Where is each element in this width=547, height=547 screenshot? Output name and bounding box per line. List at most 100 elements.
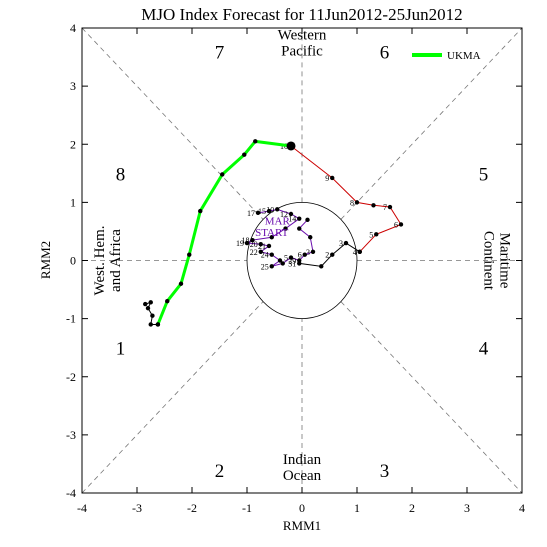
data-point-label: 21: [258, 242, 266, 251]
legend: UKMA: [412, 50, 481, 62]
phase-guides: [81, 27, 523, 494]
data-point: [253, 139, 258, 144]
data-point-label: 8: [350, 198, 354, 207]
data-point: [155, 322, 161, 327]
data-point: [302, 252, 307, 257]
y-tick-label: 1: [70, 195, 76, 209]
y-tick-label: -1: [66, 312, 76, 326]
data-point-label: 2: [325, 251, 329, 260]
data-point: [242, 152, 247, 157]
data-point-label: 31: [288, 259, 296, 268]
data-point: [143, 301, 148, 307]
chart-title: MJO Index Forecast for 11Jun2012-25Jun20…: [141, 5, 462, 24]
data-point-label: 3: [306, 248, 310, 257]
y-tick-label: 3: [70, 79, 76, 93]
y-axis-label: RMM2: [38, 241, 53, 279]
data-point: [244, 240, 250, 246]
data-point: [258, 242, 263, 247]
phase-boundary-1: [340, 27, 523, 220]
data-point-label: 19: [236, 239, 244, 248]
data-point: [220, 172, 225, 177]
x-axis-label: RMM1: [283, 518, 321, 533]
data-point: [148, 300, 153, 305]
phase-number-1: 1: [116, 339, 126, 360]
region-label-line: Ocean: [283, 468, 322, 484]
data-point-label: 15: [258, 207, 266, 216]
data-point-label: 10: [266, 205, 274, 214]
data-point: [150, 313, 155, 318]
data-point-label: 25: [261, 262, 269, 271]
legend-label-ukma: UKMA: [447, 50, 481, 62]
data-point-label: 29: [288, 257, 296, 266]
data-point: [277, 258, 283, 263]
series-line-3: [290, 145, 402, 253]
data-point: [145, 305, 151, 311]
forecast-start-dot: [286, 141, 296, 151]
data-point: [387, 204, 393, 210]
month-label-mar: MAR: [265, 215, 291, 227]
x-tick-label: 3: [464, 501, 470, 515]
data-point: [297, 226, 302, 231]
data-point: [330, 175, 335, 181]
data-point-label: 7: [383, 203, 387, 212]
data-point-label: 9: [325, 174, 329, 183]
x-tick-label: -3: [132, 501, 142, 515]
data-point: [297, 261, 302, 266]
x-tick-label: -4: [77, 501, 87, 515]
data-point-label: 14: [288, 215, 296, 224]
x-tick-label: -1: [242, 501, 252, 515]
phase-number-8: 8: [116, 164, 126, 185]
data-point: [343, 240, 349, 246]
data-point: [330, 252, 335, 257]
data-point: [255, 210, 261, 216]
phase-number-7: 7: [215, 42, 225, 63]
data-point: [275, 207, 280, 212]
phase-boundary-0: [81, 301, 264, 494]
data-point: [280, 261, 285, 266]
data-point-label: 12: [280, 210, 288, 219]
data-point: [319, 264, 324, 269]
data-point: [178, 281, 184, 286]
data-point: [187, 252, 192, 257]
data-point-label: 20: [250, 240, 258, 249]
data-point: [266, 243, 272, 249]
region-label-line: Western: [278, 28, 327, 44]
region-label-west-hem-africa: West. Hem. and Africa: [92, 225, 124, 295]
phase-number-5: 5: [479, 164, 489, 185]
data-point: [288, 255, 294, 260]
phase-number-2: 2: [215, 461, 225, 482]
data-point-label: 17: [247, 209, 255, 218]
data-point: [371, 203, 376, 208]
region-label-line: Pacific: [281, 44, 323, 60]
y-tick-label: 2: [70, 137, 76, 151]
data-point: [283, 226, 288, 231]
data-point-label: 22: [250, 248, 258, 257]
x-tick-label: 4: [519, 501, 525, 515]
data-point: [269, 235, 274, 240]
data-point-label: 5: [369, 230, 373, 239]
data-point-label: 5: [284, 254, 288, 263]
data-point: [305, 217, 310, 223]
x-tick-label: 1: [354, 501, 360, 515]
data-point: [357, 249, 362, 254]
data-point: [288, 211, 294, 217]
month-label-start: START: [255, 227, 289, 239]
data-point-label: 6: [298, 251, 302, 260]
data-point: [269, 252, 274, 257]
region-label-line: West. Hem.: [92, 225, 108, 295]
data-point: [258, 249, 263, 254]
phase-number-3: 3: [380, 461, 390, 482]
data-point-label: 24: [261, 251, 269, 260]
region-label-line: Continent: [480, 231, 496, 291]
data-point: [266, 208, 272, 214]
x-ticks: -4 -3 -2 -1 0 1 2 3 4: [77, 28, 525, 515]
data-point: [148, 322, 153, 327]
x-tick-label: 2: [409, 501, 415, 515]
